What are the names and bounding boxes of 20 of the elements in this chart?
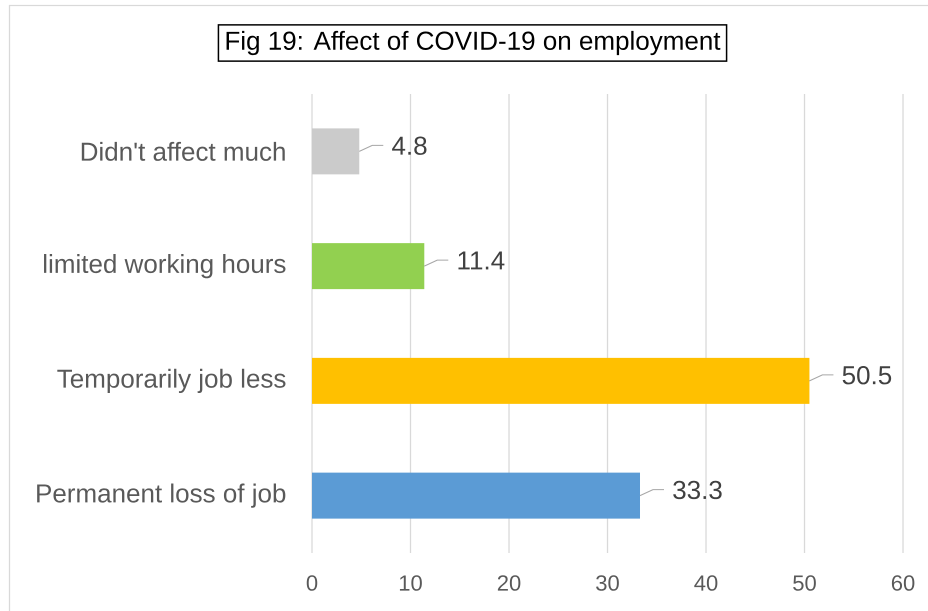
x-tick-label: 20 xyxy=(498,575,520,591)
x-tick-label: 60 xyxy=(892,575,914,591)
bar xyxy=(312,243,424,290)
x-tick-label: 40 xyxy=(694,575,718,591)
data-label: 33.3 xyxy=(673,480,722,500)
y-tick-label: Didn't affect much xyxy=(82,142,285,161)
x-tick-label: 0 xyxy=(306,575,318,591)
x-tick-label: 30 xyxy=(596,575,619,591)
y-tick-label: Temporarily job less xyxy=(57,368,286,393)
y-tick-label: Permanent loss of job xyxy=(37,484,286,508)
data-label: 4.8 xyxy=(392,136,426,155)
data-label: 50.5 xyxy=(842,366,892,384)
bar xyxy=(312,128,360,174)
bar xyxy=(312,472,640,519)
bar xyxy=(312,358,810,404)
data-label: 11.4 xyxy=(458,252,504,270)
x-tick-label: 50 xyxy=(793,575,816,591)
chart-title: Fig 19: Affect of COVID-19 on employment xyxy=(226,30,720,56)
x-tick-label: 10 xyxy=(400,575,422,591)
y-tick-label: limited working hours xyxy=(44,254,286,278)
